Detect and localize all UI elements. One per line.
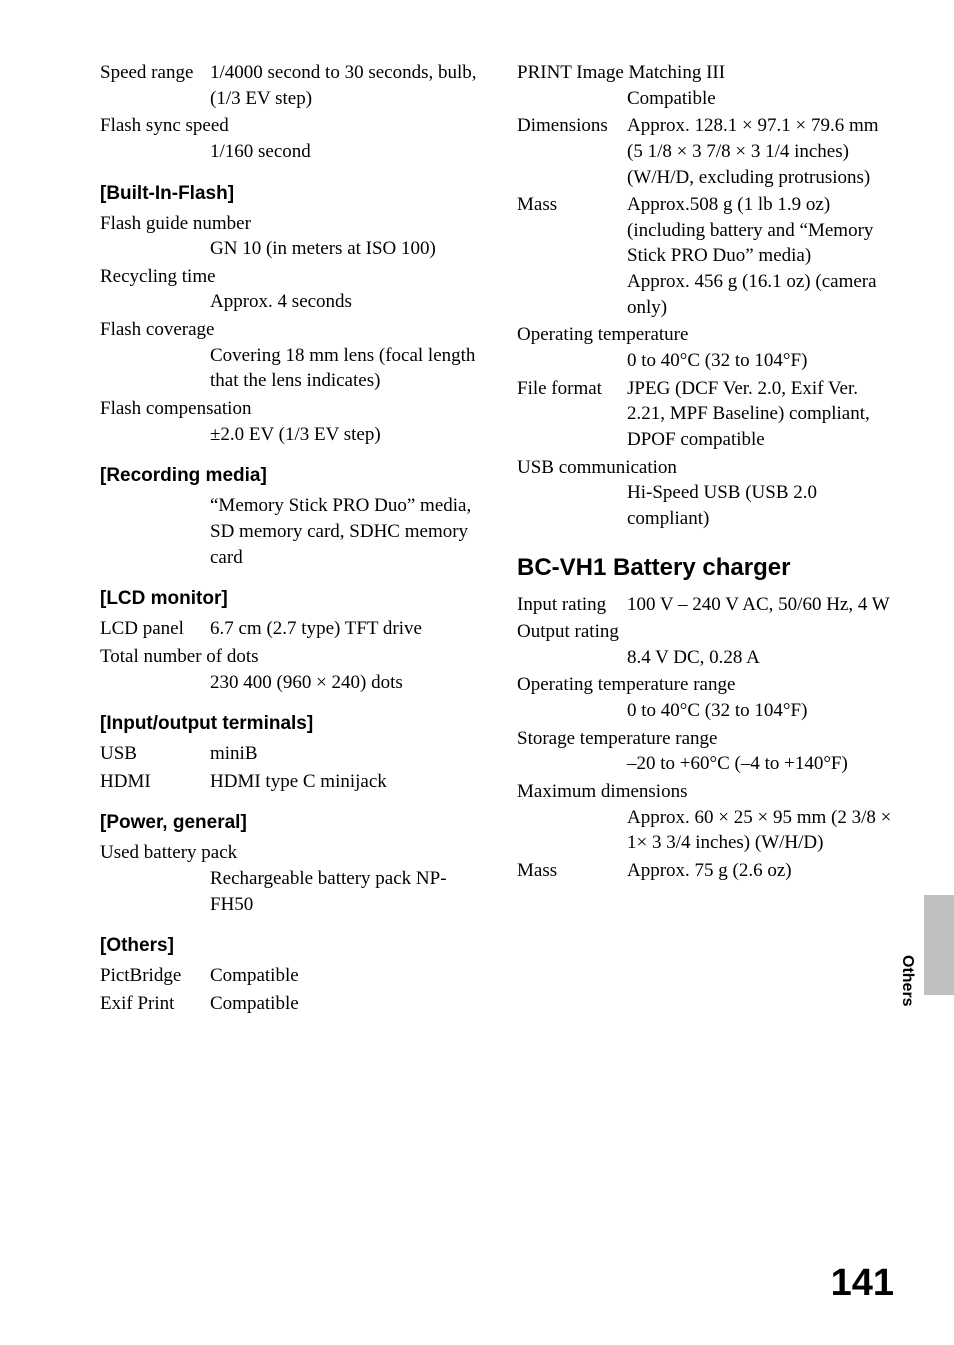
spec-value: Approx. 75 g (2.6 oz) bbox=[627, 858, 894, 884]
spec-row: Input rating 100 V – 240 V AC, 50/60 Hz,… bbox=[517, 592, 894, 618]
spec-value: –20 to +60°C (–4 to +140°F) bbox=[627, 751, 894, 777]
spec-row: File format JPEG (DCF Ver. 2.0, Exif Ver… bbox=[517, 376, 894, 453]
spec-label: USB communication bbox=[517, 455, 894, 481]
spec-value: 0 to 40°C (32 to 104°F) bbox=[627, 348, 894, 374]
side-tab bbox=[924, 895, 954, 995]
spec-label: Output rating bbox=[517, 619, 894, 645]
right-column: PRINT Image Matching III Compatible Dime… bbox=[517, 60, 894, 1019]
spec-value: Compatible bbox=[627, 86, 894, 112]
spec-value: Approx. 128.1 × 97.1 × 79.6 mm (5 1/8 × … bbox=[627, 113, 894, 190]
spec-value: Approx. 4 seconds bbox=[210, 289, 477, 315]
spec-label: PRINT Image Matching III bbox=[517, 60, 894, 86]
spec-label: Flash coverage bbox=[100, 317, 477, 343]
spec-label: PictBridge bbox=[100, 963, 210, 989]
spec-value: Approx. 60 × 25 × 95 mm (2 3/8 × 1× 3 3/… bbox=[627, 805, 894, 856]
spec-value: Approx.508 g (1 lb 1.9 oz) (including ba… bbox=[627, 192, 894, 320]
spec-label: Mass bbox=[517, 858, 627, 884]
spec-value: 230 400 (960 × 240) dots bbox=[210, 670, 477, 696]
spec-row: USB miniB bbox=[100, 741, 477, 767]
spec-row: Dimensions Approx. 128.1 × 97.1 × 79.6 m… bbox=[517, 113, 894, 190]
section-header: [Power, general] bbox=[100, 812, 477, 834]
spec-row: Speed range 1/4000 second to 30 seconds,… bbox=[100, 60, 477, 111]
spec-value: Compatible bbox=[210, 963, 477, 989]
section-header: [LCD monitor] bbox=[100, 588, 477, 610]
spec-value: miniB bbox=[210, 741, 477, 767]
spec-value: HDMI type C minijack bbox=[210, 769, 477, 795]
spec-label: Recycling time bbox=[100, 264, 477, 290]
spec-row: HDMI HDMI type C minijack bbox=[100, 769, 477, 795]
spec-label: Flash sync speed bbox=[100, 113, 477, 139]
spec-value: “Memory Stick PRO Duo” media, SD memory … bbox=[210, 493, 477, 570]
spec-row: Mass Approx.508 g (1 lb 1.9 oz) (includi… bbox=[517, 192, 894, 320]
spec-value: 8.4 V DC, 0.28 A bbox=[627, 645, 894, 671]
spec-label: Dimensions bbox=[517, 113, 627, 190]
spec-label: Total number of dots bbox=[100, 644, 477, 670]
side-section-label: Others bbox=[898, 955, 916, 1007]
spec-label: Used battery pack bbox=[100, 840, 477, 866]
spec-label: Exif Print bbox=[100, 991, 210, 1017]
spec-label: LCD panel bbox=[100, 616, 210, 642]
spec-value: Rechargeable battery pack NP-FH50 bbox=[210, 866, 477, 917]
spec-value: ±2.0 EV (1/3 EV step) bbox=[210, 422, 477, 448]
spec-label: Maximum dimensions bbox=[517, 779, 894, 805]
spec-value: Compatible bbox=[210, 991, 477, 1017]
main-header: BC-VH1 Battery charger bbox=[517, 554, 894, 582]
section-header: [Input/output terminals] bbox=[100, 713, 477, 735]
spec-value: Hi-Speed USB (USB 2.0 compliant) bbox=[627, 480, 894, 531]
page-number: 141 bbox=[831, 1262, 894, 1305]
spec-row: Mass Approx. 75 g (2.6 oz) bbox=[517, 858, 894, 884]
spec-label: Speed range bbox=[100, 60, 210, 111]
spec-label: Flash guide number bbox=[100, 211, 477, 237]
content-columns: Speed range 1/4000 second to 30 seconds,… bbox=[100, 60, 894, 1019]
spec-label: Mass bbox=[517, 192, 627, 320]
spec-label: Operating temperature range bbox=[517, 672, 894, 698]
spec-label: Storage temperature range bbox=[517, 726, 894, 752]
spec-label: Input rating bbox=[517, 592, 627, 618]
spec-value: 6.7 cm (2.7 type) TFT drive bbox=[210, 616, 477, 642]
spec-label: USB bbox=[100, 741, 210, 767]
section-header: [Others] bbox=[100, 935, 477, 957]
spec-value: 100 V – 240 V AC, 50/60 Hz, 4 W bbox=[627, 592, 894, 618]
spec-label: Operating temperature bbox=[517, 322, 894, 348]
spec-row: Exif Print Compatible bbox=[100, 991, 477, 1017]
section-header: [Built-In-Flash] bbox=[100, 183, 477, 205]
left-column: Speed range 1/4000 second to 30 seconds,… bbox=[100, 60, 477, 1019]
spec-label: File format bbox=[517, 376, 627, 453]
spec-value: 1/160 second bbox=[210, 139, 477, 165]
spec-row: LCD panel 6.7 cm (2.7 type) TFT drive bbox=[100, 616, 477, 642]
spec-label: HDMI bbox=[100, 769, 210, 795]
spec-value: JPEG (DCF Ver. 2.0, Exif Ver. 2.21, MPF … bbox=[627, 376, 894, 453]
spec-value: Covering 18 mm lens (focal length that t… bbox=[210, 343, 477, 394]
spec-value: 1/4000 second to 30 seconds, bulb, (1/3 … bbox=[210, 60, 477, 111]
spec-label: Flash compensation bbox=[100, 396, 477, 422]
spec-row: PictBridge Compatible bbox=[100, 963, 477, 989]
spec-value: 0 to 40°C (32 to 104°F) bbox=[627, 698, 894, 724]
section-header: [Recording media] bbox=[100, 465, 477, 487]
spec-value: GN 10 (in meters at ISO 100) bbox=[210, 236, 477, 262]
